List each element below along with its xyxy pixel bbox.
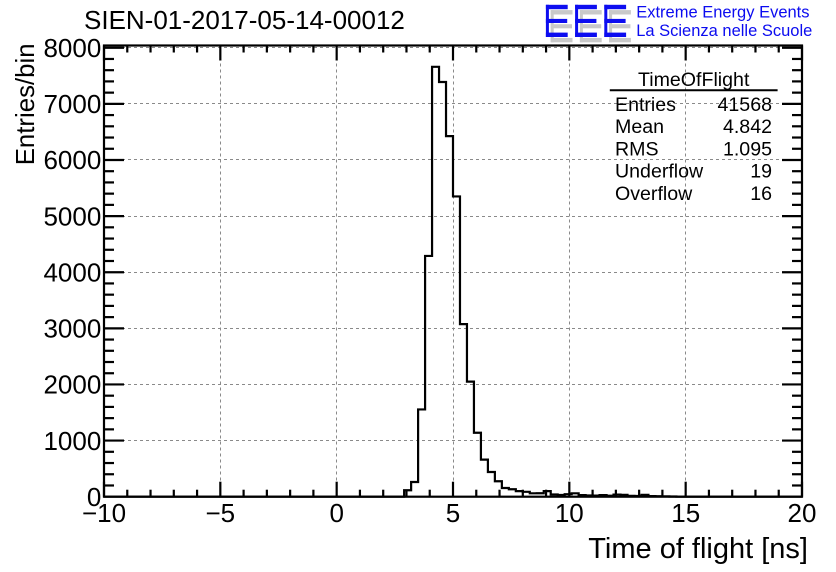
svg-text:1.095: 1.095 [723,138,772,160]
svg-text:19: 19 [750,161,772,183]
svg-text:Entries: Entries [615,94,676,116]
svg-text:20: 20 [788,498,817,528]
svg-text:0: 0 [87,482,101,512]
svg-text:−10: −10 [82,498,126,528]
svg-text:6000: 6000 [43,145,101,175]
svg-text:4.842: 4.842 [723,116,772,138]
svg-text:3000: 3000 [43,314,101,344]
svg-text:10: 10 [555,498,584,528]
svg-text:Time of flight [ns]: Time of flight [ns] [588,533,808,565]
svg-text:Mean: Mean [615,116,664,138]
svg-text:Underflow: Underflow [615,161,704,183]
svg-text:TimeOfFlight: TimeOfFlight [638,69,750,91]
svg-text:16: 16 [750,183,772,205]
svg-text:La Scienza nelle Scuole: La Scienza nelle Scuole [636,22,812,40]
svg-text:4000: 4000 [43,257,101,287]
svg-text:−5: −5 [205,498,235,528]
svg-text:15: 15 [671,498,700,528]
svg-text:Entries/bin: Entries/bin [12,43,40,165]
svg-text:7000: 7000 [43,89,101,119]
svg-text:2000: 2000 [43,370,101,400]
svg-text:5: 5 [446,498,460,528]
svg-text:Overflow: Overflow [615,183,693,205]
svg-text:41568: 41568 [718,94,773,116]
svg-text:SIEN-01-2017-05-14-00012: SIEN-01-2017-05-14-00012 [84,5,405,35]
svg-text:RMS: RMS [615,138,659,160]
svg-text:Extreme Energy Events: Extreme Energy Events [636,3,809,21]
svg-text:8000: 8000 [43,33,101,63]
svg-text:0: 0 [329,498,343,528]
svg-text:1000: 1000 [43,426,101,456]
svg-text:5000: 5000 [43,201,101,231]
